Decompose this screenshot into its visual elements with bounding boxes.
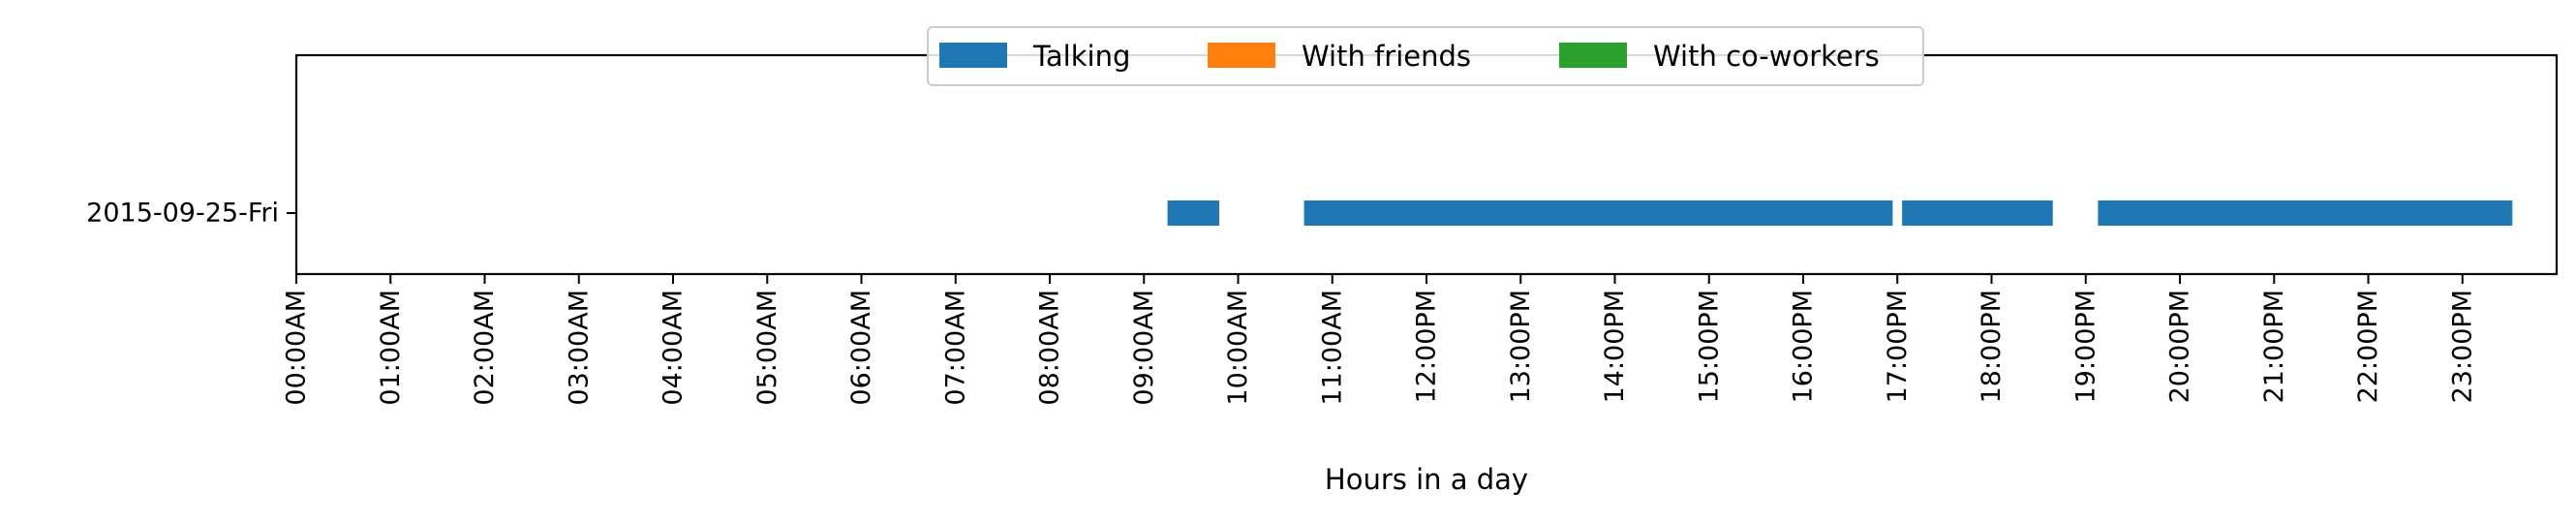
x-tick-label: 13:00PM — [1506, 290, 1536, 403]
x-tick-label: 06:00AM — [846, 290, 876, 406]
x-tick-label: 03:00AM — [564, 290, 594, 406]
x-tick-label: 12:00PM — [1412, 290, 1442, 403]
legend: Talking With friends With co-workers — [927, 26, 1924, 86]
legend-label-talking: Talking — [1032, 40, 1130, 73]
x-tick-label: 05:00AM — [752, 290, 782, 406]
x-tick-label: 14:00PM — [1600, 290, 1630, 403]
plot-frame — [294, 53, 2559, 276]
x-tick-label: 01:00AM — [376, 290, 406, 406]
legend-label-with-co-workers: With co-workers — [1653, 40, 1880, 73]
legend-box — [927, 26, 1924, 86]
legend-label-with-friends: With friends — [1302, 40, 1471, 73]
x-axis-title: Hours in a day — [1325, 463, 1528, 496]
x-tick-label: 20:00PM — [2165, 290, 2195, 403]
x-tick-label: 15:00PM — [1694, 290, 1724, 403]
x-tick-label: 16:00PM — [1789, 290, 1819, 403]
legend-swatch-with-co-workers — [1559, 43, 1627, 68]
bar-segment-talking-0 — [1167, 200, 1220, 226]
x-tick-label: 22:00PM — [2353, 290, 2383, 403]
x-tick-label: 02:00AM — [470, 290, 500, 406]
x-tick-label: 17:00PM — [1883, 290, 1913, 403]
y-axis: 2015-09-25-Fri — [86, 199, 296, 229]
x-tick-label: 18:00PM — [1977, 290, 2007, 403]
x-tick-label: 10:00AM — [1223, 290, 1253, 406]
x-tick-label: 23:00PM — [2447, 290, 2477, 403]
x-tick-label: 07:00AM — [940, 290, 970, 406]
bar-segment-talking-2 — [1902, 200, 2053, 226]
bar-segment-talking-1 — [1303, 200, 1893, 226]
bar-segment-talking-3 — [2098, 200, 2513, 226]
y-tick-label: 2015-09-25-Fri — [86, 199, 279, 229]
x-tick-label: 08:00AM — [1035, 290, 1065, 406]
bars-layer — [1167, 200, 2513, 226]
x-axis: 00:00AM 01:00AM 02:00AM 03:00AM 04:00AM 05:00… — [282, 274, 2477, 406]
x-tick-label: 00:00AM — [282, 290, 312, 406]
x-tick-label: 09:00AM — [1129, 290, 1159, 406]
x-tick-label: 11:00AM — [1317, 290, 1347, 406]
x-tick-label: 04:00AM — [659, 290, 689, 406]
legend-swatch-talking — [939, 43, 1007, 68]
x-tick-label: 21:00PM — [2259, 290, 2289, 403]
legend-swatch-with-friends — [1208, 43, 1275, 68]
x-tick-label: 19:00PM — [2070, 290, 2101, 403]
